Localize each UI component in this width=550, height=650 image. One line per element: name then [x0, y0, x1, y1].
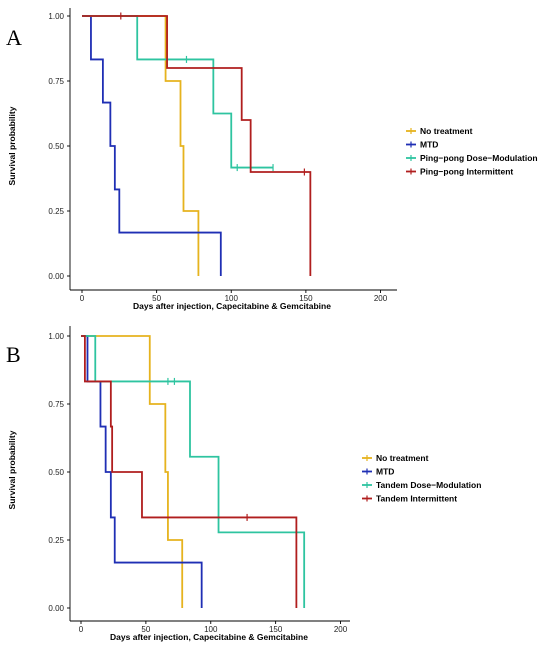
- panel-b-x-label: Days after injection, Capecitabine & Gem…: [110, 632, 308, 642]
- panel-b-legend-item-intermittent: Tandem Intermittent: [362, 494, 457, 504]
- panel-a-legend-item-intermittent: Ping−pong Intermittent: [406, 167, 513, 177]
- panel-b-legend: No treatment MTD Tandem Dose−Modulation Tan…: [362, 453, 481, 504]
- panel-a-y-tick-label: 1.00: [48, 12, 64, 21]
- panel-a-ticks: 0 50 100 150 200 0.00 0.25 0.50 0.75 1.00: [48, 12, 387, 303]
- panel-b-curve-intermittent: [81, 335, 298, 608]
- panel-a-x-tick-label: 200: [374, 294, 388, 303]
- panel-a-x-tick-label: 50: [152, 294, 161, 303]
- panel-a-x-tick-label: 150: [299, 294, 313, 303]
- panel-b-legend-item-dose-modulation: Tandem Dose−Modulation: [362, 480, 481, 490]
- panel-b-x-tick-label: 0: [79, 625, 84, 634]
- panel-a-legend-label-intermittent: Ping−pong Intermittent: [420, 167, 513, 177]
- panel-b-y-tick-label: 0.50: [48, 468, 64, 477]
- panel-b-axes: [69, 326, 350, 622]
- panel-b-x-tick-label: 100: [204, 625, 218, 634]
- panel-a-y-tick-label: 0.00: [48, 272, 64, 281]
- panel-a-legend: No treatment MTD Ping−pong Dose−Modulation…: [406, 126, 538, 177]
- panel-a: A 0 50 100 150 200 0.00 0.25 0.50 0.75 1.00 Days …: [6, 8, 538, 311]
- panel-b-legend-label-dose-modulation: Tandem Dose−Modulation: [376, 480, 481, 490]
- panel-a-curve-dose-modulation: [82, 15, 274, 169]
- panel-a-curve-intermittent: [82, 15, 312, 276]
- panel-b-y-tick-label: 1.00: [48, 332, 64, 341]
- panel-b-letter: B: [6, 342, 21, 367]
- panel-a-y-tick-label: 0.75: [48, 77, 64, 86]
- panel-b-x-tick-label: 200: [334, 625, 348, 634]
- panel-a-x-label: Days after injection, Capecitabine & Gem…: [133, 301, 331, 311]
- panel-b-x-tick-label: 50: [141, 625, 150, 634]
- panel-b-series: [81, 335, 306, 608]
- panel-a-letter: A: [6, 25, 22, 50]
- panel-a-curve-mtd: [82, 15, 222, 276]
- panel-a-curve-no-treatment: [82, 15, 200, 276]
- panel-b-y-tick-label: 0.75: [48, 400, 64, 409]
- panel-b-legend-item-no-treatment: No treatment: [362, 453, 429, 463]
- panel-b-y-tick-label: 0.25: [48, 536, 64, 545]
- panel-a-legend-item-no-treatment: No treatment: [406, 126, 473, 136]
- panel-b-legend-label-intermittent: Tandem Intermittent: [376, 494, 457, 504]
- panel-b-legend-item-mtd: MTD: [362, 467, 394, 477]
- panel-a-x-tick-label: 100: [225, 294, 239, 303]
- panel-a-y-label: Survival probability: [7, 106, 17, 185]
- panel-a-legend-label-no-treatment: No treatment: [420, 126, 473, 136]
- panel-b-legend-label-no-treatment: No treatment: [376, 453, 429, 463]
- panel-b-x-tick-label: 150: [269, 625, 283, 634]
- panel-a-legend-item-mtd: MTD: [406, 140, 438, 150]
- panel-b-legend-label-mtd: MTD: [376, 467, 394, 477]
- panel-a-series: [82, 12, 312, 276]
- panel-a-legend-label-mtd: MTD: [420, 140, 438, 150]
- panel-a-x-tick-label: 0: [80, 294, 85, 303]
- panel-a-legend-item-dose-modulation: Ping−pong Dose−Modulation: [406, 153, 538, 163]
- panel-a-axes: [69, 8, 397, 291]
- panel-b-y-label: Survival probability: [7, 430, 17, 509]
- panel-b: B 0 50 100 150 200 0.00 0.25 0.50 0.75 1.00 Days …: [6, 326, 481, 642]
- panel-b-curve-no-treatment: [81, 335, 184, 608]
- panel-b-curve-dose-modulation: [81, 335, 306, 608]
- panel-a-y-tick-label: 0.25: [48, 207, 64, 216]
- panel-b-y-tick-label: 0.00: [48, 604, 64, 613]
- panel-a-y-tick-label: 0.50: [48, 142, 64, 151]
- panel-b-ticks: 0 50 100 150 200 0.00 0.25 0.50 0.75 1.00: [48, 332, 347, 634]
- panel-a-legend-label-dose-modulation: Ping−pong Dose−Modulation: [420, 153, 538, 163]
